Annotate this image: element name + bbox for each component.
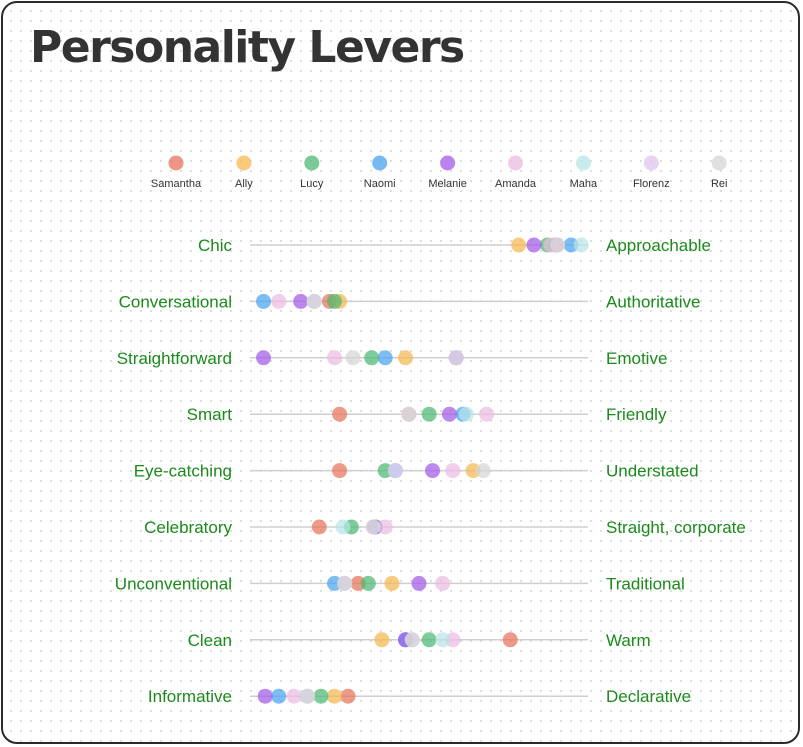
lever-row-straightforward: Straightforward Emotive (117, 349, 668, 368)
lever-point-melanie (257, 688, 273, 704)
lever-row-smart: Smart Friendly (187, 405, 667, 424)
legend-label-rei: Rei (711, 178, 728, 190)
lever-right-label: Traditional (606, 574, 685, 593)
lever-right-label: Declarative (606, 687, 691, 706)
legend-swatch-amanda (508, 155, 523, 171)
lever-point-amanda (327, 350, 342, 366)
legend-label-ally: Ally (235, 178, 253, 190)
legend-label-melanie: Melanie (428, 178, 467, 190)
legend-label-samantha: Samantha (151, 178, 202, 190)
lever-right-label: Emotive (606, 349, 667, 368)
lever-point-maha (435, 632, 451, 648)
lever-left-label: Eye-catching (134, 462, 232, 481)
legend-label-maha: Maha (570, 178, 598, 190)
lever-point-florenz (387, 463, 403, 479)
lever-point-rei (345, 350, 361, 366)
lever-point-rei (401, 406, 417, 422)
lever-point-melanie (411, 575, 427, 591)
lever-point-melanie (256, 350, 272, 366)
lever-row-informative: Informative Declarative (148, 687, 691, 706)
legend: Samantha Ally Lucy Naomi Melanie Amanda Maha Fl… (151, 155, 728, 190)
lever-left-label: Informative (148, 687, 232, 706)
lever-right-label: Warm (606, 631, 651, 650)
lever-point-ally (397, 350, 413, 366)
lever-point-lucy (421, 632, 437, 648)
lever-point-samantha (340, 688, 356, 704)
legend-swatch-lucy (304, 155, 320, 171)
legend-swatch-melanie (440, 155, 456, 171)
lever-point-amanda (271, 293, 287, 309)
lever-point-ally (374, 632, 390, 648)
legend-swatch-samantha (168, 155, 184, 171)
lever-left-label: Chic (198, 236, 233, 255)
lever-point-amanda (286, 688, 302, 704)
lever-right-label: Approachable (606, 236, 711, 255)
lever-point-lucy (421, 406, 437, 422)
lever-point-amanda (435, 575, 451, 591)
legend-label-amanda: Amanda (495, 178, 537, 190)
lever-left-label: Smart (187, 405, 233, 424)
lever-point-melanie (441, 406, 457, 422)
legend-swatch-naomi (372, 155, 388, 171)
lever-point-florenz (448, 350, 464, 366)
lever-point-maha (335, 519, 351, 535)
lever-right-label: Friendly (606, 405, 667, 424)
lever-point-samantha (311, 519, 327, 535)
lever-point-rei (365, 519, 381, 535)
lever-point-rei (404, 632, 420, 648)
lever-point-lucy (364, 350, 380, 366)
lever-point-rei (306, 293, 322, 309)
lever-point-amanda (479, 406, 495, 422)
lever-point-maha (573, 237, 589, 253)
lever-point-naomi (271, 688, 287, 704)
lever-point-samantha (332, 463, 348, 479)
lever-left-label: Conversational (119, 292, 232, 311)
lever-row-conversational: Conversational Authoritative (119, 292, 701, 311)
lever-right-label: Authoritative (606, 292, 701, 311)
lever-right-label: Straight, corporate (606, 518, 746, 537)
lever-point-lucy (360, 575, 376, 591)
page-title: Personality Levers (30, 22, 465, 73)
lever-left-label: Straightforward (117, 349, 232, 368)
lever-row-clean: Clean Warm (188, 631, 651, 650)
lever-row-chic: Chic Approachable (198, 236, 711, 255)
legend-swatch-rei (711, 155, 727, 171)
lever-row-celebratory: Celebratory Straight, corporate (144, 518, 746, 537)
legend-label-florenz: Florenz (633, 178, 670, 190)
lever-point-naomi (377, 350, 393, 366)
lever-point-maha (458, 406, 474, 422)
lever-point-rei (475, 463, 491, 479)
lever-point-rei (550, 237, 566, 253)
lever-point-rei (299, 688, 315, 704)
lever-point-melanie (425, 463, 441, 479)
lever-point-amanda (377, 519, 393, 535)
legend-swatch-florenz (643, 155, 659, 171)
lever-point-rei (337, 575, 353, 591)
lever-point-naomi (256, 293, 272, 309)
lever-point-melanie (526, 237, 542, 253)
lever-point-lucy (327, 293, 342, 309)
legend-swatch-ally (236, 155, 252, 171)
lever-point-ally (327, 688, 342, 704)
lever-left-label: Celebratory (144, 518, 232, 537)
legend-swatch-maha (575, 155, 591, 171)
lever-row-unconventional: Unconventional Traditional (115, 574, 685, 593)
legend-label-naomi: Naomi (364, 178, 396, 190)
lever-point-samantha (332, 406, 348, 422)
lever-point-melanie (293, 293, 309, 309)
lever-point-amanda (445, 463, 461, 479)
lever-row-eye-catching: Eye-catching Understated (134, 462, 699, 481)
lever-point-ally (511, 237, 527, 253)
lever-left-label: Clean (188, 631, 232, 650)
lever-point-ally (384, 575, 400, 591)
lever-right-label: Understated (606, 462, 699, 481)
legend-label-lucy: Lucy (300, 178, 324, 190)
lever-left-label: Unconventional (115, 574, 232, 593)
lever-point-samantha (502, 632, 518, 648)
lever-point-lucy (313, 688, 329, 704)
